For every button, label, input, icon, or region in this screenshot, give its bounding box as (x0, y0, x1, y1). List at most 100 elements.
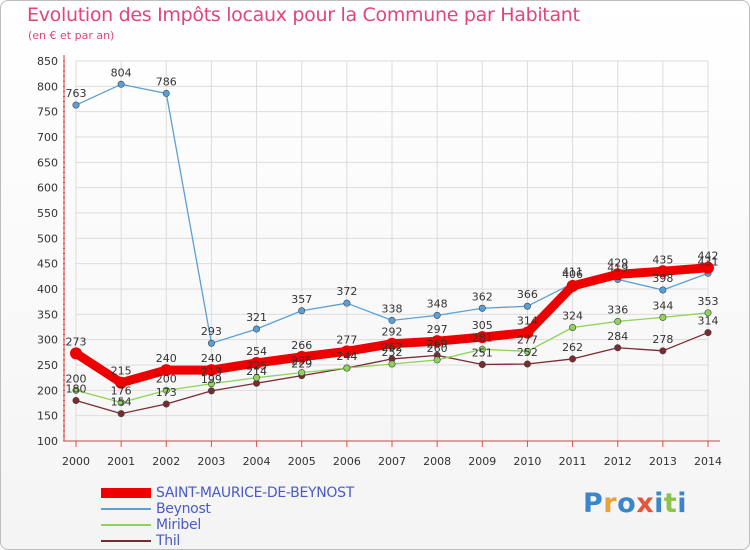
legend-swatch (101, 508, 151, 510)
data-point (205, 364, 218, 377)
data-label: 173 (156, 386, 177, 399)
data-label: 260 (427, 342, 448, 355)
y-tick-label: 600 (37, 182, 58, 195)
data-point (117, 398, 125, 406)
data-label: 357 (291, 293, 312, 306)
data-point (566, 279, 579, 292)
data-point (478, 360, 486, 368)
legend-swatch (101, 540, 151, 542)
data-point (523, 360, 531, 368)
data-point (388, 360, 396, 368)
data-label: 215 (111, 365, 132, 378)
data-label: 297 (427, 323, 448, 336)
data-point (298, 369, 306, 377)
x-tick-label: 2012 (604, 455, 632, 468)
legend-swatch (101, 524, 151, 526)
data-point (295, 350, 308, 363)
data-label: 435 (652, 253, 673, 266)
data-point (207, 339, 215, 347)
data-label: 314 (698, 315, 719, 328)
data-point (521, 326, 534, 339)
x-tick-label: 2007 (378, 455, 406, 468)
logo-letter: i (677, 488, 688, 519)
data-point (70, 347, 82, 360)
data-point (478, 345, 486, 353)
y-tick-label: 200 (37, 384, 58, 397)
data-point (569, 355, 577, 363)
data-label: 324 (562, 310, 583, 323)
logo-letter: r (603, 488, 618, 519)
data-point (433, 311, 441, 319)
data-label: 278 (652, 333, 673, 346)
data-label: 344 (652, 299, 673, 312)
y-tick-label: 750 (37, 106, 58, 119)
data-label: 254 (246, 345, 267, 358)
data-point (659, 313, 667, 321)
x-tick-label: 2002 (152, 455, 180, 468)
data-point (431, 335, 444, 348)
data-point (207, 380, 215, 388)
x-tick-labels: 2000 2001 2002 2003 2004 2005 2006 2007 2008 2009… (62, 455, 722, 468)
data-label: 348 (427, 297, 448, 310)
data-label: 200 (156, 372, 177, 385)
data-point (386, 337, 398, 350)
x-tick-label: 2014 (694, 455, 722, 468)
data-point (433, 356, 441, 364)
legend-label: Thil (156, 533, 181, 549)
data-label: 251 (472, 346, 493, 359)
data-label: 442 (698, 250, 719, 263)
data-label: 214 (246, 365, 267, 378)
data-label: 281 (472, 331, 493, 344)
data-label: 292 (382, 326, 403, 339)
axes (63, 55, 720, 447)
y-tick-label: 100 (37, 435, 58, 448)
data-label: 763 (66, 87, 87, 100)
y-tick-label: 650 (37, 156, 58, 169)
data-point (253, 325, 261, 333)
data-label: 180 (66, 382, 87, 395)
x-tick-label: 2005 (288, 455, 316, 468)
data-point (117, 410, 125, 418)
chart-title: Evolution des Impôts locaux pour la Comm… (27, 4, 580, 26)
y-tick-label: 500 (37, 232, 58, 245)
data-label: 336 (607, 303, 628, 316)
y-tick-labels: 100 150 200 250 300 350 400 450 500 550 600 650 700 7… (37, 55, 58, 448)
legend-label: SAINT-MAURICE-DE-BEYNOST (156, 485, 354, 501)
x-tick-label: 2008 (423, 455, 451, 468)
legend-swatch (101, 488, 151, 498)
x-tick-label: 2003 (197, 455, 225, 468)
x-tick-label: 2004 (243, 455, 271, 468)
y-tick-label: 800 (37, 80, 58, 93)
data-point (523, 347, 531, 355)
data-label: 154 (111, 396, 132, 409)
x-tick-label: 2011 (559, 455, 587, 468)
data-label: 262 (382, 341, 403, 354)
data-label: 362 (472, 290, 493, 303)
data-label: 314 (517, 315, 538, 328)
data-label: 225 (246, 360, 267, 373)
data-label: 252 (517, 346, 538, 359)
data-label: 199 (201, 373, 222, 386)
chart-subtitle: (en € et par an) (28, 29, 115, 42)
x-tick-label: 2013 (649, 455, 677, 468)
data-label: 786 (156, 75, 177, 88)
data-label: 266 (291, 339, 312, 352)
data-label: 262 (562, 341, 583, 354)
data-label: 235 (291, 355, 312, 368)
legend-label: Beynost (156, 501, 211, 517)
proxiti-logo: Proxiti (583, 488, 687, 519)
data-label: 240 (201, 352, 222, 365)
data-label: 229 (291, 358, 312, 371)
data-point (253, 374, 261, 382)
logo-letter: P (583, 488, 604, 519)
data-point (704, 329, 712, 337)
data-point (115, 376, 128, 389)
data-point (207, 387, 215, 395)
legend-label: Miribel (156, 517, 201, 533)
data-point (614, 344, 622, 352)
data-point (388, 316, 396, 324)
data-point (659, 286, 667, 294)
data-point (298, 307, 306, 315)
